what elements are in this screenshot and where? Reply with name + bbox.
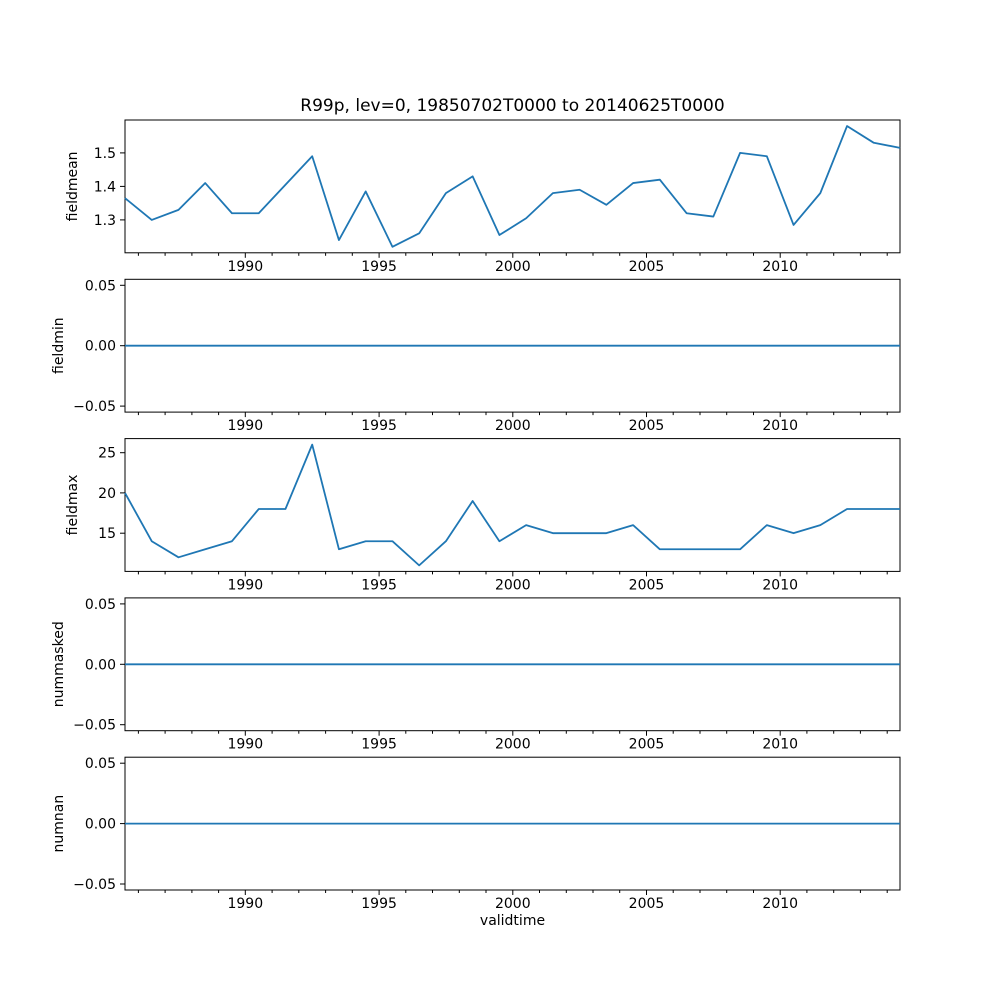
x-tick-label: 2005 xyxy=(629,259,665,275)
y-tick-label: 20 xyxy=(98,486,116,502)
y-tick-label: 0.05 xyxy=(85,756,116,772)
x-tick-label: 1990 xyxy=(227,737,263,753)
x-tick-label: 2010 xyxy=(762,737,798,753)
x-tick-label: 1995 xyxy=(361,577,397,593)
x-axis-label: validtime xyxy=(479,913,546,929)
y-tick-label: 0.05 xyxy=(85,597,116,613)
data-line-fieldmax xyxy=(124,443,900,567)
chart-title: R99p, lev=0, 19850702T0000 to 20140625T0… xyxy=(300,96,725,116)
x-tick-label: 1990 xyxy=(227,896,263,912)
y-axis-label-nummasked: nummasked xyxy=(51,621,67,707)
x-tick-label: 2010 xyxy=(762,418,798,434)
subplot-border-fieldmax xyxy=(124,438,901,572)
y-tick-label: 1.5 xyxy=(94,146,116,162)
x-tick-label: 2005 xyxy=(629,577,665,593)
x-tick-label: 2000 xyxy=(495,577,531,593)
x-tick-label: 1990 xyxy=(227,418,263,434)
x-tick-label: 2005 xyxy=(629,737,665,753)
x-tick-label: 1995 xyxy=(361,896,397,912)
x-tick-label: 1995 xyxy=(361,737,397,753)
y-tick-label: 1.4 xyxy=(94,179,116,195)
x-tick-label: 1995 xyxy=(361,259,397,275)
y-tick-label: 0.05 xyxy=(85,278,116,294)
y-axis-label-fieldmin: fieldmin xyxy=(51,317,67,374)
y-tick-label: −0.05 xyxy=(73,718,116,734)
subplot-border-fieldmean xyxy=(124,119,901,254)
y-tick-label: 0.00 xyxy=(85,817,116,833)
y-tick-label: 0.00 xyxy=(85,339,116,355)
y-tick-label: 25 xyxy=(98,446,116,462)
x-tick-label: 1990 xyxy=(227,259,263,275)
data-line-fieldmean xyxy=(124,125,901,248)
x-tick-label: 2005 xyxy=(629,418,665,434)
x-tick-label: 2000 xyxy=(495,896,531,912)
x-tick-label: 2005 xyxy=(629,896,665,912)
x-tick-label: 1995 xyxy=(361,418,397,434)
y-tick-label: 1.3 xyxy=(94,213,116,229)
y-tick-label: −0.05 xyxy=(73,877,116,893)
x-tick-label: 1990 xyxy=(227,577,263,593)
x-tick-label: 2010 xyxy=(762,577,798,593)
x-tick-label: 2010 xyxy=(762,259,798,275)
y-tick-label: 0.00 xyxy=(85,657,116,673)
y-axis-label-fieldmean: fieldmean xyxy=(65,151,81,221)
x-tick-label: 2010 xyxy=(762,896,798,912)
y-tick-label: 15 xyxy=(98,526,116,542)
y-axis-label-fieldmax: fieldmax xyxy=(65,475,81,536)
y-axis-label-numnan: numnan xyxy=(51,795,67,853)
x-tick-label: 2000 xyxy=(495,259,531,275)
x-tick-label: 2000 xyxy=(495,737,531,753)
x-tick-label: 2000 xyxy=(495,418,531,434)
y-tick-label: −0.05 xyxy=(73,399,116,415)
